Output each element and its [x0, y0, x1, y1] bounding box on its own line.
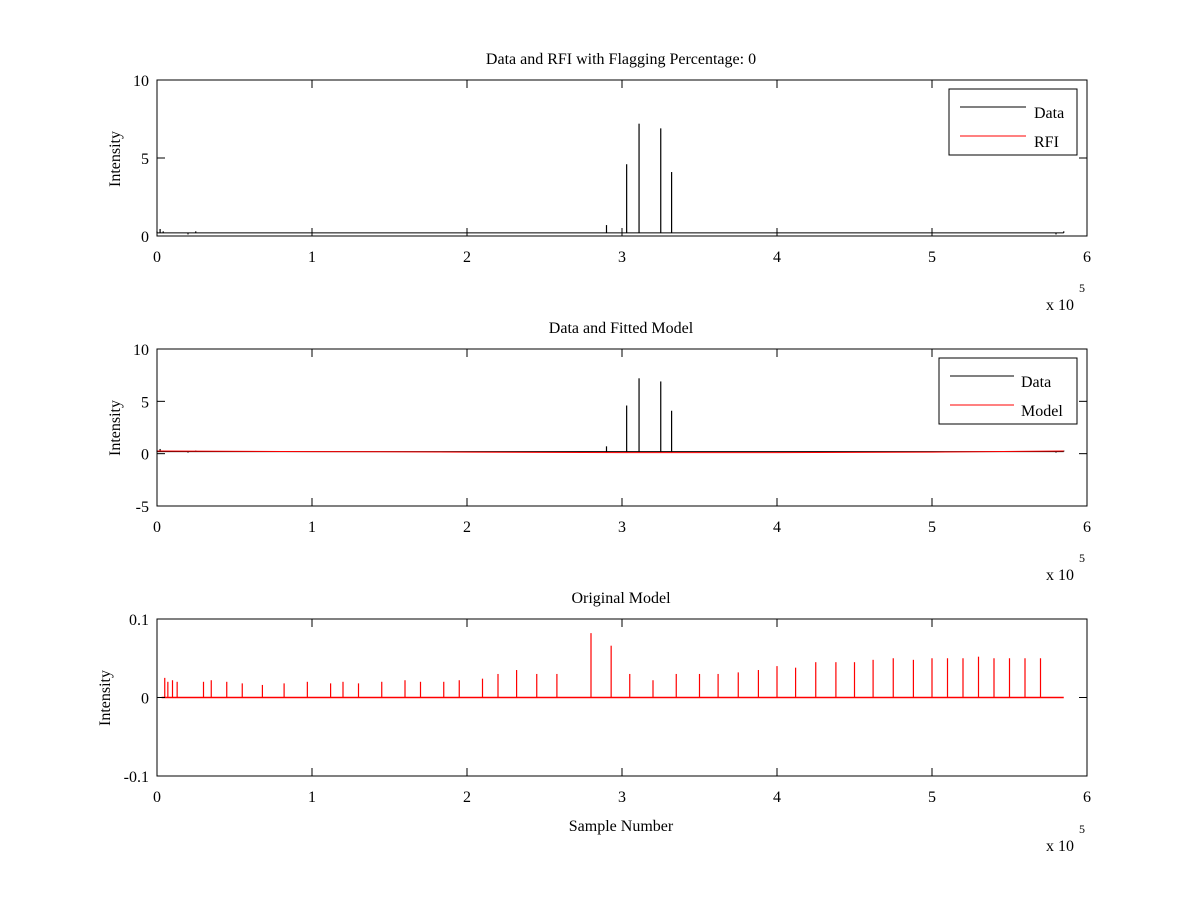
panel-1-title: Data and RFI with Flagging Percentage: 0: [486, 51, 756, 68]
x-tick-label: 1: [308, 519, 316, 536]
panel-2-ylabel: Intensity: [107, 400, 124, 456]
panel-1-x-multiplier-base: x 10: [1046, 297, 1074, 314]
panel-3-ylabel: Intensity: [97, 670, 114, 726]
x-tick-label: 1: [308, 249, 316, 266]
y-tick-label: -0.1: [124, 769, 149, 786]
y-tick-label: 0.1: [129, 612, 149, 629]
x-tick-label: 0: [153, 519, 161, 536]
panel-1-plot: 0 1 2 3 4 5 6 0 5 10: [133, 73, 1091, 266]
x-tick-label: 1: [308, 789, 316, 806]
panel-2-x-multiplier-exponent: 5: [1079, 551, 1085, 565]
panel-2-legend-label-1: Data: [1021, 374, 1051, 391]
panel-1-series-1: [156, 123, 1065, 235]
x-tick-label: 3: [618, 519, 626, 536]
legend-box: [938, 357, 1078, 425]
x-tick-label: 4: [773, 789, 781, 806]
x-tick-label: 6: [1083, 519, 1091, 536]
panel-3-plot: 0 1 2 3 4 5 6-0.100.1: [124, 612, 1091, 806]
panel-1-legend: [948, 88, 1078, 156]
panel-3-title: Original Model: [571, 590, 671, 607]
y-tick-label: 5: [141, 151, 149, 168]
model-line: [156, 450, 1064, 454]
y-tick-label: 0: [141, 447, 149, 464]
panel-2-legend: [938, 357, 1078, 425]
x-tick-label: 3: [618, 249, 626, 266]
panel-3-series-1: [161, 633, 1064, 699]
panel-3-x-multiplier-base: x 10: [1046, 838, 1074, 855]
y-tick-label: 0: [141, 691, 149, 708]
panel-1-x-multiplier-exponent: 5: [1079, 281, 1085, 295]
x-tick-label: 5: [928, 249, 936, 266]
y-tick-label: 0: [141, 229, 149, 246]
x-tick-label: 0: [153, 789, 161, 806]
y-tick-label: 10: [133, 342, 149, 359]
x-tick-label: 2: [463, 789, 471, 806]
panel-3-xlabel: Sample Number: [569, 818, 674, 835]
x-tick-label: 2: [463, 519, 471, 536]
panel-2-title: Data and Fitted Model: [549, 320, 694, 337]
x-tick-label: 3: [618, 789, 626, 806]
panel-1-legend-label-2: RFI: [1034, 134, 1059, 151]
legend-box: [948, 88, 1078, 156]
panel-3-x-multiplier-exponent: 5: [1079, 822, 1085, 836]
x-tick-label: 5: [928, 789, 936, 806]
panel-2-series-2: [156, 450, 1064, 454]
x-tick-label: 0: [153, 249, 161, 266]
y-tick-label: -5: [136, 499, 149, 516]
y-tick-label: 5: [141, 394, 149, 411]
panel-1-legend-label-1: Data: [1034, 105, 1064, 122]
panel-2-legend-label-2: Model: [1021, 403, 1063, 420]
x-tick-label: 2: [463, 249, 471, 266]
x-tick-label: 5: [928, 519, 936, 536]
x-tick-label: 6: [1083, 249, 1091, 266]
x-tick-label: 4: [773, 519, 781, 536]
panel-2-x-multiplier-base: x 10: [1046, 567, 1074, 584]
panel-1-ylabel: Intensity: [107, 131, 124, 187]
x-tick-label: 6: [1083, 789, 1091, 806]
y-tick-label: 10: [133, 73, 149, 90]
x-tick-label: 4: [773, 249, 781, 266]
